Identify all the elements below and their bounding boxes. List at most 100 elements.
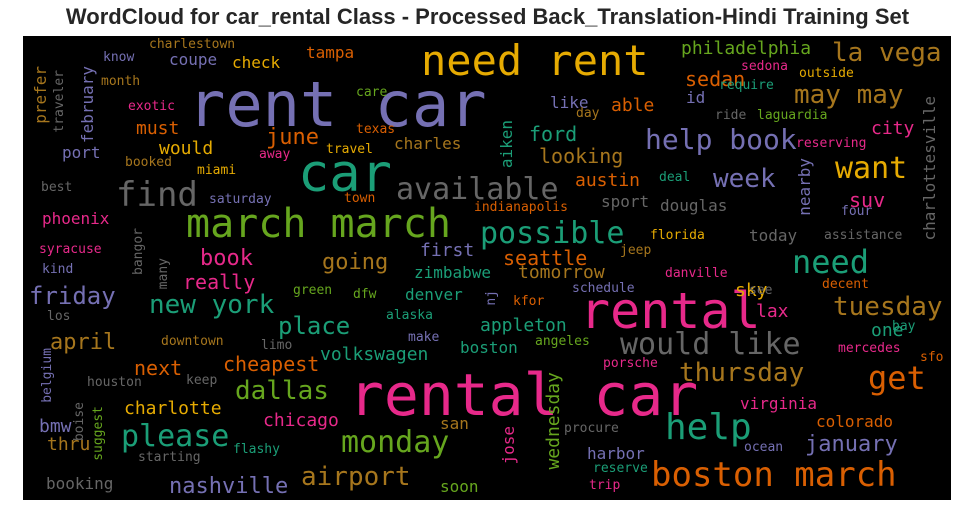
word-check: check — [232, 53, 281, 72]
word-find: find — [116, 175, 198, 215]
word-traveler: traveler — [52, 70, 67, 133]
word-sport: sport — [601, 192, 650, 211]
word-sfo: sfo — [920, 350, 944, 365]
word-looking: looking — [539, 144, 624, 168]
word-douglas: douglas — [660, 196, 728, 215]
word-many: many — [156, 258, 171, 290]
word-sedona: sedona — [741, 59, 788, 74]
word-charlestown: charlestown — [149, 37, 236, 52]
word-tuesday: tuesday — [833, 292, 943, 322]
word-kind: kind — [42, 262, 74, 277]
word-dallas: dallas — [235, 376, 329, 406]
word-boston: boston — [460, 338, 518, 357]
word-place: place — [278, 312, 351, 340]
word-nearby: nearby — [795, 158, 814, 216]
word-jeep: jeep — [620, 243, 652, 258]
word-flashy: flashy — [233, 442, 280, 457]
word-downtown: downtown — [161, 334, 224, 349]
word-may-may: may may — [794, 80, 904, 110]
word-exotic: exotic — [128, 99, 175, 114]
word-alaska: alaska — [386, 308, 433, 323]
word-nashville: nashville — [169, 474, 289, 499]
word-four: four — [841, 204, 873, 219]
word-saturday: saturday — [209, 192, 272, 207]
word-phoenix: phoenix — [42, 209, 110, 228]
word-harbor: harbor — [587, 444, 645, 463]
word-would: would — [159, 138, 214, 159]
word-appleton: appleton — [480, 315, 567, 336]
word-kfor: kfor — [513, 294, 545, 309]
word-want: want — [835, 151, 908, 186]
word-la-vega: la vega — [832, 38, 942, 68]
word-bangor: bangor — [131, 228, 146, 275]
word-need: need — [792, 243, 870, 281]
word-monday: monday — [341, 425, 450, 460]
word-wednesday: wednesday — [543, 372, 564, 470]
word-colorado: colorado — [816, 412, 894, 431]
word-first: first — [420, 240, 475, 261]
word-booked: booked — [125, 155, 172, 170]
word-please: please — [121, 419, 230, 454]
word-rental: rental — [580, 282, 761, 340]
word-miami: miami — [197, 163, 237, 178]
word-tampa: tampa — [306, 43, 355, 62]
word-airport: airport — [301, 462, 411, 492]
word-austin: austin — [575, 170, 641, 191]
word-coupe: coupe — [169, 50, 218, 69]
word-possible: possible — [480, 216, 625, 251]
word-laguardia: laguardia — [757, 108, 828, 123]
word-texas: texas — [356, 122, 396, 137]
word-thru: thru — [47, 434, 91, 455]
word-day: day — [576, 106, 600, 121]
word-chicago: chicago — [263, 410, 339, 431]
word-friday: friday — [29, 282, 116, 310]
word-bay: bay — [892, 319, 916, 334]
word-like: like — [550, 93, 589, 112]
word-one: one — [871, 320, 904, 341]
word-seattle: seattle — [503, 246, 588, 270]
word-tomorrow: tomorrow — [518, 262, 605, 283]
word-nj: nj — [484, 290, 499, 306]
word-ride: ride — [715, 108, 747, 123]
word-sedan: sedan — [685, 67, 746, 91]
word-charlotte: charlotte — [124, 398, 222, 419]
word-virginia: virginia — [740, 394, 818, 413]
word-limo: limo — [261, 338, 293, 353]
word-would-like: would like — [620, 327, 801, 362]
word-ford: ford — [529, 122, 578, 146]
word-available: available — [396, 172, 559, 207]
word-bmw: bmw — [39, 416, 72, 437]
word-rent-car: rent car — [188, 68, 487, 141]
word-suggest: suggest — [91, 406, 106, 461]
word-angeles: angeles — [535, 334, 590, 349]
word-port: port — [62, 143, 101, 162]
word-trip: trip — [589, 478, 621, 493]
word-going: going — [322, 250, 389, 275]
word-procure: procure — [564, 421, 619, 436]
word-mercedes: mercedes — [838, 341, 901, 356]
word-help: help — [665, 407, 752, 448]
word-philadelphia: philadelphia — [681, 38, 812, 59]
word-week: week — [713, 164, 776, 194]
word-danville: danville — [665, 266, 728, 281]
word-volkswagen: volkswagen — [320, 344, 429, 365]
word-see: see — [749, 283, 773, 298]
word-aiken: aiken — [497, 120, 516, 169]
word-january: january — [805, 432, 898, 457]
word-get: get — [868, 359, 926, 397]
word-february: february — [78, 66, 97, 144]
word-los: los — [47, 309, 71, 324]
word-sky: sky — [735, 280, 768, 301]
word-cloud: rent car rental car need rent car rental… — [23, 36, 951, 500]
word-jose: jose — [499, 426, 518, 465]
word-green: green — [293, 283, 333, 298]
word-florida: florida — [650, 228, 705, 243]
word-cheapest: cheapest — [223, 352, 320, 376]
word-require: require — [719, 78, 774, 93]
word-outside: outside — [799, 66, 854, 81]
word-month: month — [101, 74, 141, 89]
word-soon: soon — [440, 477, 479, 496]
word-dfw: dfw — [353, 287, 377, 302]
word-town: town — [344, 191, 376, 206]
word-reserve: reserve — [593, 461, 648, 476]
